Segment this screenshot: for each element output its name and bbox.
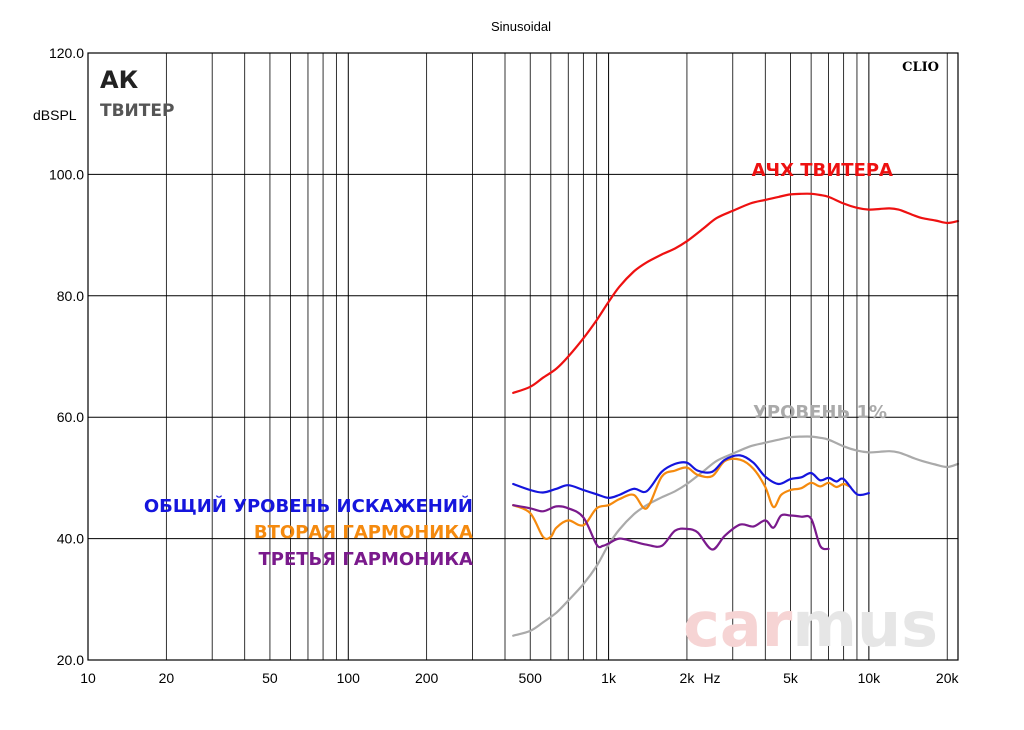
x-tick-labels: 10 20 50 100 200 500 1k 2k 5k 10k 20k [80,670,959,686]
x-tick-label: 20 [159,670,175,686]
badge-sub: ТВИТЕР [100,101,174,121]
series-total-distortion [512,454,870,499]
x-tick-label: 100 [337,670,361,686]
major-gridlines [88,53,958,660]
minor-gridlines [165,53,948,660]
watermark-car: car [683,588,793,661]
x-tick-label: 5k [783,670,799,686]
y-tick-label: 60.0 [57,409,84,425]
x-tick-label: 200 [415,670,439,686]
y-tick-label: 80.0 [57,288,84,304]
x-tick-label: 50 [262,670,278,686]
watermark: carmus [683,588,938,661]
watermark-mus: mus [792,588,938,661]
x-tick-label: 2k [680,670,696,686]
series-label-second-harmonic: ВТОРАЯ ГАРМОНИКА [254,522,473,543]
x-tick-label: 10k [858,670,882,686]
x-tick-label: 1k [601,670,617,686]
y-axis-label: dBSPL [33,107,77,123]
series-third-harmonic [512,504,830,551]
series-layer [512,192,960,637]
series-label-total-distortion: ОБЩИЙ УРОВЕНЬ ИСКАЖЕНИЙ [144,495,473,517]
y-tick-label: 100.0 [49,166,84,182]
y-tick-label: 20.0 [57,652,84,668]
y-tick-label: 120.0 [49,45,84,61]
clio-brand-label: CLIO [902,60,939,75]
series-label-third-harmonic: ТРЕТЬЯ ГАРМОНИКА [259,549,474,570]
series-second-harmonic [512,457,852,541]
badge-main: АК [100,66,139,94]
series-label-tweeter-response: АЧХ ТВИТЕРА [752,160,893,181]
chart-title: Sinusoidal [491,19,551,34]
y-tick-labels: 20.0 40.0 60.0 80.0 100.0 120.0 [49,45,84,668]
series-tweeter-response [512,192,960,394]
plot-frame [87,52,959,661]
x-axis-label: Hz [703,670,720,686]
y-tick-label: 40.0 [57,531,84,547]
x-tick-label: 500 [519,670,543,686]
x-tick-label: 10 [80,670,96,686]
x-tick-label: 20k [936,670,960,686]
series-one-percent-level [512,435,960,637]
series-label-one-percent-level: УРОВЕНЬ 1% [753,402,887,423]
